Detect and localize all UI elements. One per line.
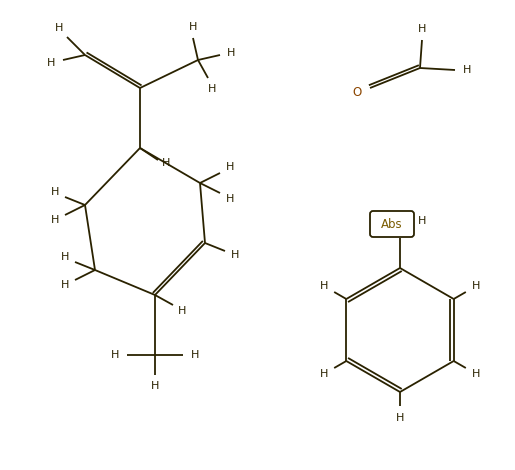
Text: H: H xyxy=(51,215,59,225)
Text: H: H xyxy=(55,23,63,33)
Text: H: H xyxy=(418,24,426,34)
Text: H: H xyxy=(162,158,170,168)
FancyBboxPatch shape xyxy=(370,211,414,237)
Text: H: H xyxy=(472,369,480,379)
Text: H: H xyxy=(191,350,199,360)
Text: H: H xyxy=(418,216,426,226)
Text: H: H xyxy=(178,306,186,316)
Text: H: H xyxy=(463,65,471,75)
Text: H: H xyxy=(61,280,69,290)
Text: H: H xyxy=(320,281,328,291)
Text: H: H xyxy=(227,48,235,58)
Text: H: H xyxy=(111,350,119,360)
Text: H: H xyxy=(226,194,234,204)
Text: H: H xyxy=(472,281,480,291)
Text: H: H xyxy=(320,369,328,379)
Text: O: O xyxy=(352,86,362,99)
Text: Abs: Abs xyxy=(381,218,403,230)
Text: H: H xyxy=(226,162,234,172)
Text: H: H xyxy=(208,84,216,94)
Text: H: H xyxy=(151,381,159,391)
Text: H: H xyxy=(396,413,404,423)
Text: H: H xyxy=(47,58,55,68)
Text: H: H xyxy=(61,252,69,262)
Text: H: H xyxy=(51,187,59,197)
Text: H: H xyxy=(189,22,197,32)
Text: H: H xyxy=(231,250,239,260)
